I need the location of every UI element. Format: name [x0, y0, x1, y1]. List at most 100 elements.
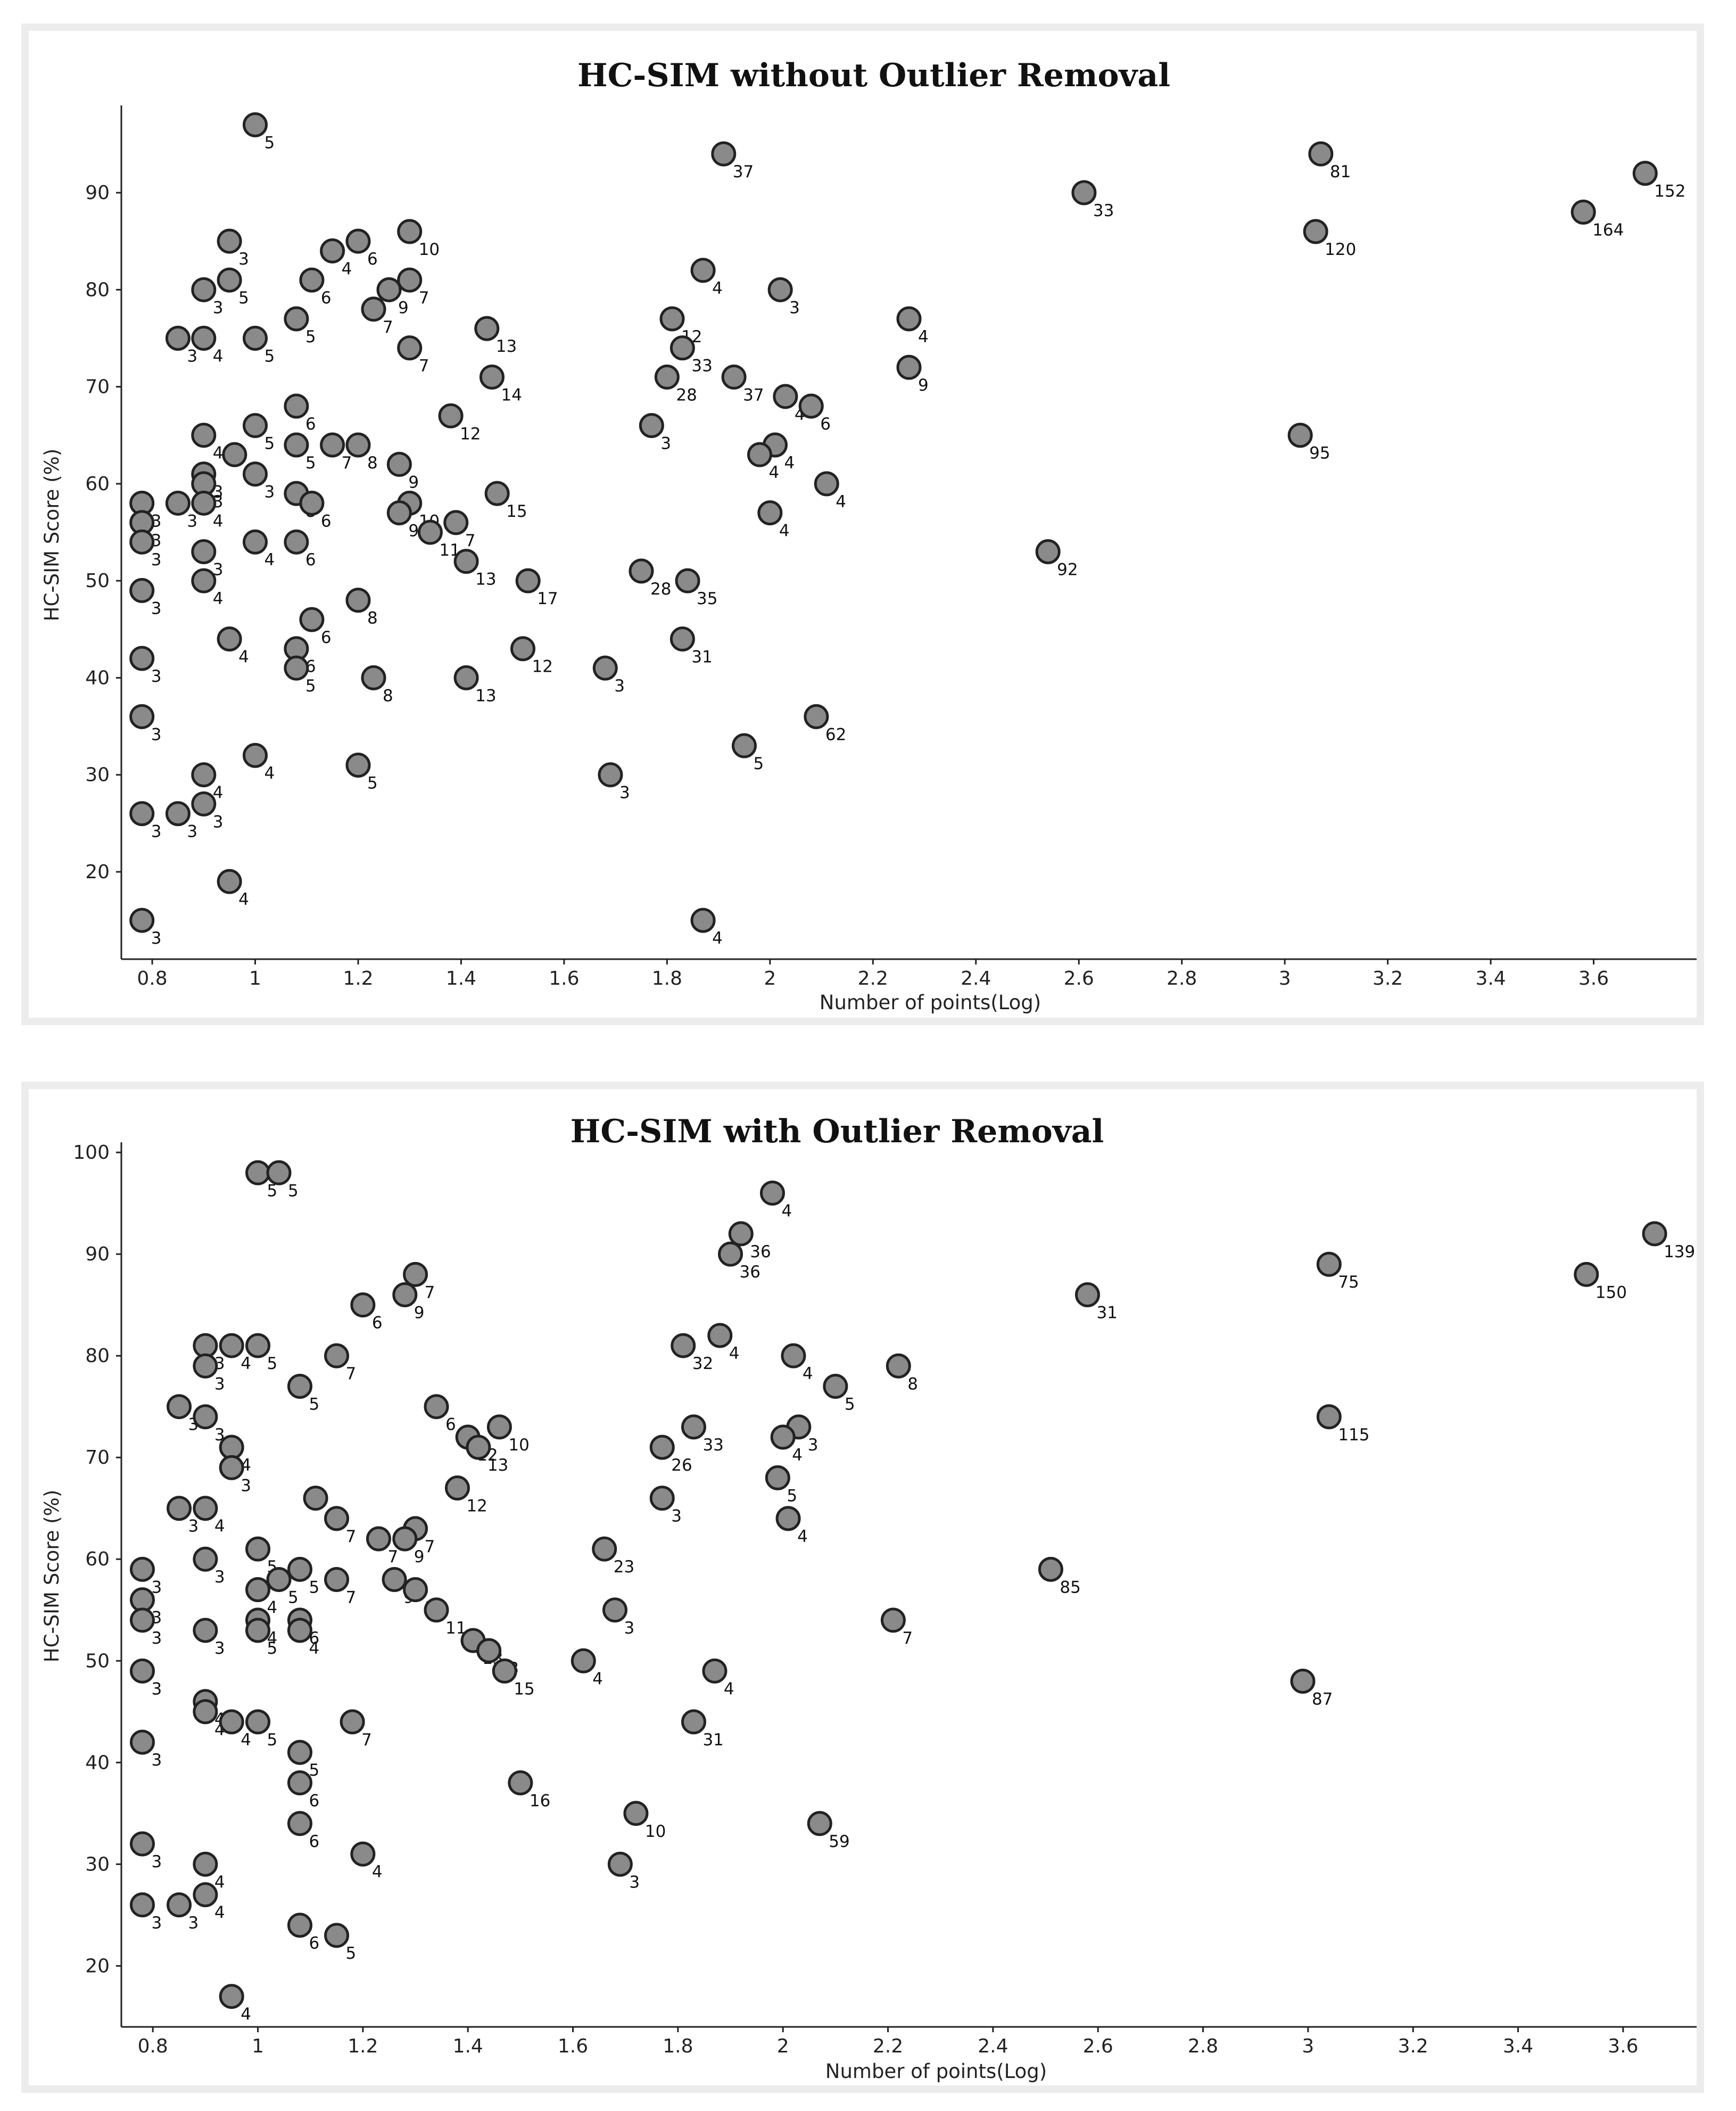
data-point: [299, 607, 325, 632]
data-point-label: 4: [372, 1862, 383, 1882]
data-point: [1303, 219, 1328, 244]
data-point: [515, 568, 541, 593]
data-point: [345, 588, 371, 613]
data-point: [243, 112, 268, 137]
data-point-label: 6: [372, 1314, 383, 1333]
data-point-label: 4: [213, 589, 224, 608]
plot-area: 0.8 1 1.2 1.4 1.6 1.8 2 2.2 2.4 2.6 2.8 3 3.2 3.4 3.6 2…: [73, 1142, 1697, 2057]
data-point: [167, 1496, 192, 1521]
data-point: [191, 325, 217, 351]
data-point-label: 4: [342, 259, 352, 278]
data-point: [129, 529, 155, 555]
x-tick-label: 3: [1302, 2035, 1314, 2057]
data-point: [217, 228, 242, 254]
data-point: [1290, 1668, 1316, 1694]
data-point-label: 5: [267, 1730, 278, 1750]
data-point-label: 7: [346, 1364, 357, 1383]
data-point: [1035, 539, 1061, 564]
data-point: [243, 413, 268, 438]
data-point: [266, 1160, 292, 1185]
x-tick-label: 2.2: [873, 2035, 903, 2057]
data-point: [392, 1282, 418, 1308]
data-point: [1071, 180, 1097, 205]
data-point: [129, 801, 155, 827]
data-point: [1074, 1282, 1100, 1308]
data-point-label: 3: [187, 347, 197, 366]
data-point: [324, 1566, 350, 1592]
data-point-label: 5: [238, 288, 249, 308]
data-point: [245, 1618, 271, 1643]
data-point: [765, 1465, 790, 1490]
data-point: [219, 1709, 244, 1735]
y-tick-label: 60: [85, 473, 110, 495]
data-point: [345, 228, 371, 254]
data-point-label: 9: [414, 1304, 425, 1323]
data-point: [287, 1618, 312, 1643]
x-tick-label: 2: [764, 968, 776, 989]
data-point-label: 7: [465, 531, 476, 550]
data-point-label: 7: [902, 1629, 913, 1648]
data-point: [219, 1434, 244, 1460]
x-tick-label: 1.8: [663, 2035, 693, 2057]
data-point-label: 3: [624, 1619, 634, 1638]
data-point: [474, 316, 500, 341]
data-point-label: 7: [346, 1588, 357, 1607]
data-point-label: 8: [367, 453, 378, 473]
data-point: [798, 393, 824, 419]
data-point: [757, 500, 783, 526]
chart-title: HC-SIM with Outlier Removal: [571, 1113, 1104, 1150]
data-point-label: 3: [213, 298, 224, 317]
data-point: [1287, 423, 1313, 448]
data-point-label: 4: [836, 492, 846, 512]
x-tick-label: 1: [249, 968, 261, 989]
data-point-label: 7: [383, 318, 393, 337]
y-tick-label: 60: [85, 1548, 110, 1570]
data-point-label: 28: [650, 580, 671, 599]
data-point-label: 62: [825, 725, 846, 744]
data-point-label: 16: [530, 1792, 550, 1811]
data-point-label: 4: [803, 1364, 813, 1383]
data-point: [707, 1323, 733, 1348]
data-point-label: 3: [789, 298, 800, 317]
data-point-label: 3: [151, 1914, 162, 1933]
data-point: [629, 558, 654, 584]
data-point: [397, 219, 423, 244]
data-point: [299, 267, 325, 293]
data-point: [217, 626, 242, 652]
data-point: [167, 1892, 192, 1918]
data-point-label: 28: [676, 385, 697, 405]
scatter-chart-without-outlier-removal: HC-SIM without Outlier Removal Number of…: [40, 57, 1697, 1014]
data-point: [284, 393, 309, 419]
data-point: [243, 325, 268, 351]
data-point: [1038, 1556, 1063, 1582]
data-point: [245, 1709, 271, 1735]
data-point-label: 92: [1057, 560, 1078, 579]
data-point: [896, 354, 922, 380]
data-point-label: 5: [264, 434, 275, 453]
data-point: [669, 626, 695, 652]
data-point: [397, 335, 423, 361]
data-point-label: 3: [614, 677, 625, 696]
data-point-label: 4: [781, 1202, 792, 1221]
data-point-label: 3: [619, 784, 630, 803]
data-point: [814, 471, 839, 497]
data-point-label: 33: [691, 357, 712, 376]
data-point-label: 87: [1312, 1689, 1333, 1709]
data-point: [303, 1486, 328, 1511]
y-axis-label: HC-SIM Score (%): [40, 1490, 63, 1663]
data-point-label: 36: [740, 1263, 760, 1282]
data-point: [747, 442, 772, 467]
data-point-label: 4: [213, 347, 224, 366]
data-point-label: 3: [188, 1914, 199, 1933]
data-point: [361, 665, 386, 690]
y-tick-label: 70: [85, 1447, 110, 1469]
data-point-label: 3: [151, 1751, 162, 1770]
data-point: [392, 1526, 418, 1552]
data-point: [453, 665, 479, 690]
data-point-label: 4: [592, 1669, 603, 1688]
data-point: [804, 704, 829, 729]
data-point-label: 5: [309, 1395, 319, 1414]
data-point: [880, 1607, 906, 1633]
data-point: [424, 1597, 449, 1623]
data-point-label: 33: [702, 1436, 723, 1455]
